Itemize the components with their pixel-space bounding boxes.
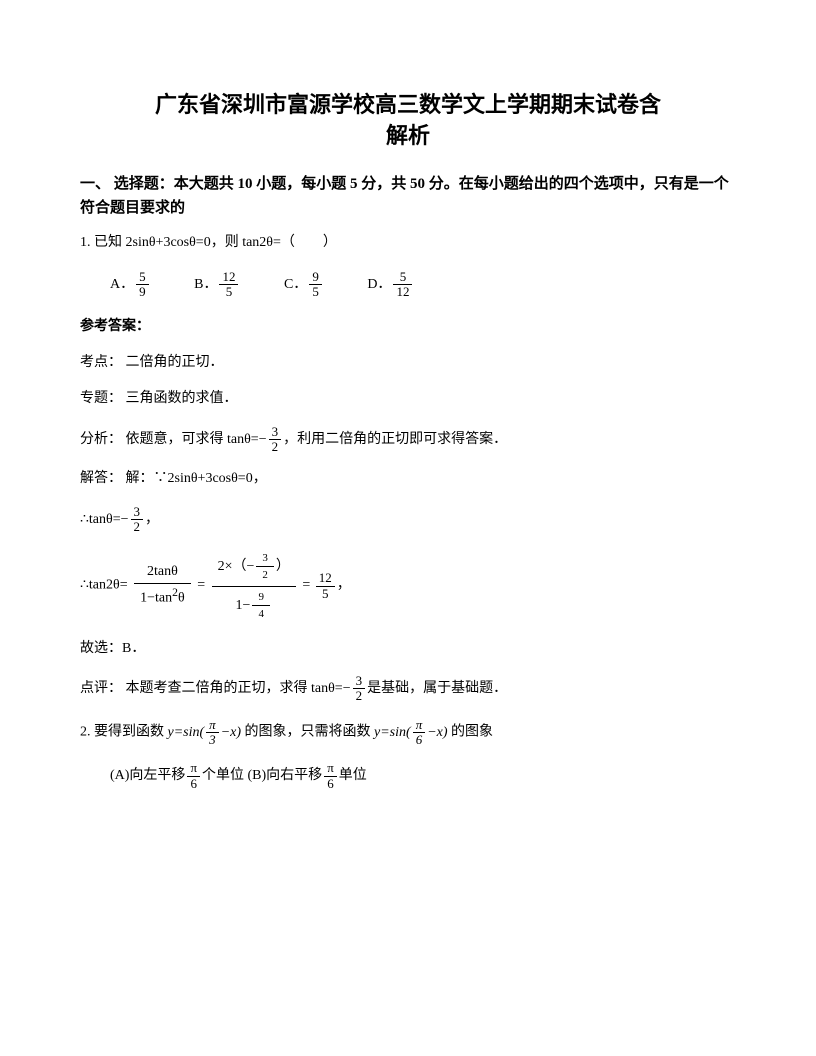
fraction-12-5: 125 [219,270,238,300]
q2-left: 2. 要得到函数 [80,724,164,739]
q2-options-row: (A)向左平移π6个单位 (B)向右平移π6单位 [80,761,736,791]
q2-mid: 的图象，只需将函数 [245,724,371,739]
dianping-right: 是基础，属于基础题． [367,681,507,696]
q1-option-d: D．512 [367,270,414,300]
jieda-row3: ∴tan2θ= 2tanθ 1−tan2θ = 2×（−32） 1−94 = 1… [80,548,736,623]
dianping-row: 点评： 本题考查二倍角的正切，求得 tanθ=−32是基础，属于基础题． [80,674,736,704]
jieda-label: 解答： [80,471,122,486]
jieda-line2-left: ∴tanθ=− [80,512,129,527]
q1-options: A．59 B．125 C．95 D．512 [80,270,736,300]
fraction-2tan-over: 2tanθ 1−tan2θ [134,562,191,609]
jieda-row2: ∴tanθ=−32， [80,505,736,535]
title-line1: 广东省深圳市富源学校高三数学文上学期期末试卷含 [155,92,661,117]
jieda-line1: 解：∵2sinθ+3cosθ=0， [126,471,267,486]
fraction-3-2-b: 32 [131,505,144,535]
dianping-left: 本题考查二倍角的正切，求得 tanθ=− [126,681,351,696]
kaodian-label: 考点： [80,355,122,370]
zhuanti-label: 专题： [80,391,122,406]
q2-right: 的图象 [451,724,493,739]
fenxi-right: ，利用二倍角的正切即可求得答案． [283,432,507,447]
jieda-tail: ， [337,578,351,593]
eq-1: = [197,578,205,593]
fenxi-row: 分析： 依题意，可求得 tanθ=−32，利用二倍角的正切即可求得答案． [80,425,736,455]
q1-option-c: C．95 [284,270,324,300]
zhuanti-row: 专题： 三角函数的求值． [80,388,736,410]
q1-option-b: B．125 [194,270,240,300]
zhuanti-text: 三角函数的求值． [126,391,238,406]
q1-stem: 1. 已知 2sinθ+3cosθ=0，则 tan2θ=（ ） [80,232,736,254]
q2-option-b: (B)向右平移π6单位 [248,768,367,783]
fraction-12-5-b: 125 [316,571,335,601]
jieda-line2-right: ， [145,512,159,527]
fraction-3-2-c: 32 [353,674,366,704]
fraction-5-12: 512 [393,270,412,300]
kaodian-text: 二倍角的正切． [126,355,224,370]
section-heading: 一、 选择题：本大题共 10 小题，每小题 5 分，共 50 分。在每小题给出的… [80,172,736,220]
eq-2: = [302,578,310,593]
q2-func2: y=sin(π6−x) [374,718,448,748]
q2-func1: y=sin(π3−x) [168,718,242,748]
title-line2: 解析 [386,123,430,148]
fraction-9-5: 95 [309,270,322,300]
q1-option-a: A．59 [110,270,151,300]
jieda-line3-left: ∴tan2θ= [80,578,128,593]
page-title: 广东省深圳市富源学校高三数学文上学期期末试卷含 解析 [80,90,736,152]
fraction-mid: 2×（−32） 1−94 [212,548,296,623]
fraction-5-9: 59 [136,270,149,300]
guxuan-row: 故选：B． [80,638,736,660]
fraction-3-2: 32 [269,425,282,455]
fenxi-left: 依题意，可求得 tanθ=− [126,432,267,447]
fenxi-label: 分析： [80,432,122,447]
jieda-row1: 解答： 解：∵2sinθ+3cosθ=0， [80,468,736,490]
kaodian-row: 考点： 二倍角的正切． [80,352,736,374]
q2-option-a: (A)向左平移π6个单位 [110,768,248,783]
q2-stem: 2. 要得到函数 y=sin(π3−x) 的图象，只需将函数 y=sin(π6−… [80,718,736,748]
answer-label: 参考答案： [80,316,736,338]
dianping-label: 点评： [80,681,122,696]
